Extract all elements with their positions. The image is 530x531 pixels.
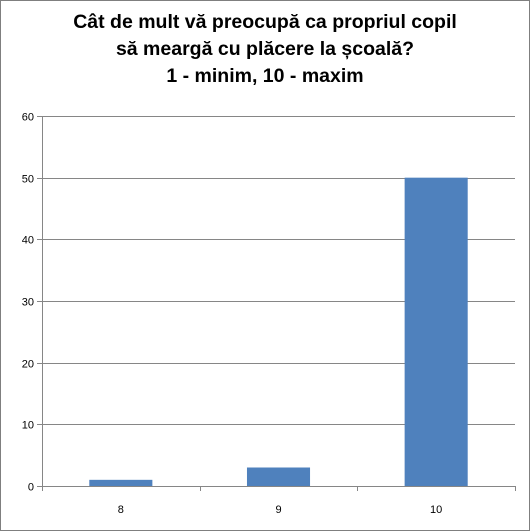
bar-9 — [246, 467, 311, 486]
y-tick-label: 50 — [22, 174, 34, 186]
bar-8 — [89, 479, 153, 486]
axis-layer — [37, 116, 516, 491]
y-tick-label: 0 — [28, 482, 34, 494]
y-tick-label: 30 — [22, 297, 34, 309]
y-tick-label: 20 — [22, 359, 34, 371]
x-tick-label: 10 — [430, 504, 442, 516]
bar-10 — [404, 177, 468, 487]
y-tick-label: 10 — [22, 420, 34, 432]
x-tick-label: 8 — [118, 504, 124, 516]
y-tick-label: 40 — [22, 235, 34, 247]
chart-title-line-3: 1 - minim, 10 - maxim — [166, 65, 364, 87]
x-tick-label: 9 — [275, 504, 281, 516]
chart-title-line-2: să meargă cu plăcere la școală? — [115, 38, 415, 60]
chart-title-line-1: Cât de mult vă preocupă ca propriul copi… — [73, 11, 457, 33]
y-tick-label: 60 — [22, 112, 34, 124]
label-layer: 0 10 20 30 40 50 60 8 9 10 — [22, 112, 443, 517]
chart-title: Cât de mult vă preocupă ca propriul copi… — [1, 9, 529, 90]
bar-layer — [89, 177, 468, 487]
